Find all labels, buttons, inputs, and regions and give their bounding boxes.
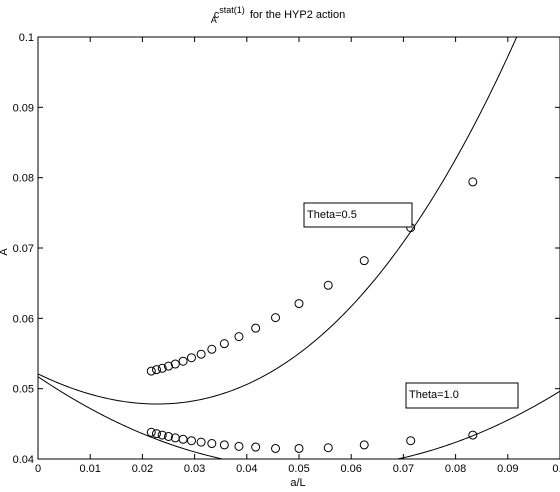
fit-curve-2 xyxy=(38,376,560,459)
data-point-series-1 xyxy=(196,349,206,359)
y-tick-label: 0.06 xyxy=(13,313,34,325)
data-point-series-2 xyxy=(196,437,206,447)
annotation-label: Theta=0.5 xyxy=(307,209,357,221)
x-tick-label: 0.03 xyxy=(184,463,205,475)
title-superscript: stat(1) xyxy=(219,5,245,15)
x-tick-label: 0.02 xyxy=(132,463,153,475)
y-tick-label: 0.04 xyxy=(13,454,34,466)
y-tick-label: 0.08 xyxy=(13,173,34,185)
data-point-series-2 xyxy=(207,439,217,449)
x-tick-label: 0 xyxy=(35,463,41,475)
x-axis-label: a/L xyxy=(290,477,305,489)
data-point-series-2 xyxy=(271,443,281,453)
x-tick-label: 0.09 xyxy=(497,463,518,475)
y-tick-label: 0.05 xyxy=(13,384,34,396)
data-point-series-1 xyxy=(294,299,304,309)
data-point-series-2 xyxy=(219,440,229,450)
data-point-series-2 xyxy=(186,436,196,446)
x-tick-label: 0.04 xyxy=(236,463,257,475)
annotation-box xyxy=(405,382,519,409)
y-tick-label: 0.07 xyxy=(13,243,34,255)
data-point-series-1 xyxy=(251,323,261,333)
x-tick-label: 0.07 xyxy=(393,463,414,475)
data-point-series-1 xyxy=(234,332,244,342)
data-point-series-1 xyxy=(146,366,156,376)
data-point-series-2 xyxy=(234,441,244,451)
y-tick-label: 0.1 xyxy=(19,32,34,44)
data-points xyxy=(146,177,478,453)
data-point-series-1 xyxy=(164,361,173,371)
data-point-series-2 xyxy=(164,431,173,441)
fit-curves xyxy=(38,37,560,459)
data-point-series-2 xyxy=(323,443,333,453)
plot-axes: 0 0.01 0.02 0.03 0.04 0.05 0.06 0.07 0.08 0.09 0.1… xyxy=(13,32,560,475)
data-point-series-1 xyxy=(151,365,161,375)
annotation-box xyxy=(303,202,413,228)
data-point-series-2 xyxy=(178,434,188,444)
data-point-series-2 xyxy=(294,443,304,453)
data-point-series-2 xyxy=(468,430,478,440)
x-tick-label: 0.08 xyxy=(445,463,466,475)
title-subscript: A xyxy=(211,15,217,25)
data-point-series-2 xyxy=(157,430,167,440)
data-point-series-1 xyxy=(207,344,217,354)
data-point-series-2 xyxy=(406,436,416,446)
annotations: Theta=0.5 Theta=1.0 xyxy=(303,202,519,409)
annotation-label: Theta=1.0 xyxy=(409,389,459,401)
fit-curve-1 xyxy=(38,37,518,405)
data-point-series-1 xyxy=(178,356,188,366)
data-point-series-1 xyxy=(468,177,478,187)
title-main: c xyxy=(214,9,220,21)
y-axis-label: A xyxy=(0,248,10,256)
data-point-series-2 xyxy=(146,427,156,437)
data-point-series-2 xyxy=(151,429,161,439)
title-rest: for the HYP2 action xyxy=(247,9,345,21)
data-point-series-2 xyxy=(251,442,261,452)
data-point-series-1 xyxy=(186,353,196,363)
data-point-series-1 xyxy=(170,359,180,369)
data-point-series-1 xyxy=(157,363,167,373)
x-tick-label: 0.1 xyxy=(552,463,560,475)
y-tick-label: 0.09 xyxy=(13,102,34,114)
data-point-series-2 xyxy=(359,440,369,450)
data-point-series-1 xyxy=(323,280,333,290)
x-tick-label: 0.06 xyxy=(340,463,361,475)
data-point-series-1 xyxy=(219,339,229,349)
data-point-series-1 xyxy=(271,313,281,323)
x-tick-label: 0.05 xyxy=(288,463,309,475)
x-tick-label: 0.01 xyxy=(79,463,100,475)
data-point-series-1 xyxy=(359,256,369,266)
chart-title: cstat(1) A for the HYP2 action xyxy=(211,5,345,25)
